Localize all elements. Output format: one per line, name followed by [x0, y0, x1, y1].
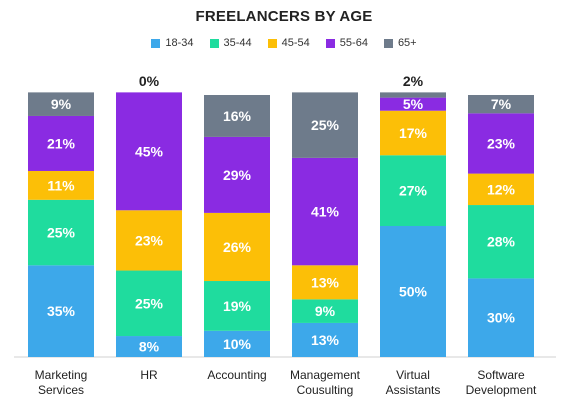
bar-segment — [116, 270, 182, 337]
chart-title: FREELANCERS BY AGE — [195, 8, 373, 25]
legend-swatch — [267, 38, 277, 48]
top-data-label: 2% — [403, 73, 424, 89]
bar-segment — [204, 136, 270, 213]
bar-segment — [28, 199, 94, 266]
bar-segment — [380, 110, 446, 156]
data-label: 17% — [399, 125, 428, 141]
category-label: Accounting — [207, 368, 266, 382]
legend-label: 55-64 — [339, 37, 368, 49]
data-label: 16% — [223, 108, 252, 124]
data-label: 30% — [487, 310, 516, 326]
bar-segment — [204, 281, 270, 331]
bar-segment — [116, 336, 182, 357]
bar-segment — [116, 92, 182, 211]
bar-segment — [380, 92, 446, 98]
bar-segment — [468, 205, 534, 279]
data-label: 23% — [135, 232, 164, 248]
category-label: Software — [477, 368, 525, 382]
data-label: 5% — [403, 96, 424, 112]
bar-segment — [204, 95, 270, 137]
category-label: Cousulting — [297, 383, 354, 397]
data-label: 11% — [47, 177, 75, 193]
legend-item-35-44: 35-44 — [209, 37, 252, 49]
data-label: 50% — [399, 284, 428, 300]
legend-item-65+: 65+ — [383, 37, 417, 49]
bar-segment — [468, 95, 534, 114]
data-label: 35% — [47, 303, 76, 319]
data-label: 45% — [135, 143, 164, 159]
category-label: Development — [466, 383, 537, 397]
bar-segment — [380, 226, 446, 357]
legend-label: 35-44 — [223, 37, 252, 49]
data-label: 9% — [315, 303, 336, 319]
bar-segment — [204, 212, 270, 282]
legend-swatch — [325, 38, 335, 48]
data-label: 13% — [311, 332, 340, 348]
bar-segment — [292, 299, 358, 323]
legend-label: 65+ — [397, 37, 417, 49]
data-label: 7% — [491, 96, 512, 112]
category-label: Assistants — [386, 383, 441, 397]
data-label: 41% — [311, 204, 340, 220]
bar-segment — [292, 265, 358, 300]
data-label: 25% — [135, 295, 164, 311]
data-label: 13% — [311, 274, 340, 290]
legend-swatch — [383, 38, 393, 48]
bar-segment — [468, 113, 534, 174]
data-label: 29% — [223, 167, 252, 183]
data-label: 21% — [47, 135, 76, 151]
bar-segment — [116, 210, 182, 271]
data-label: 25% — [47, 225, 76, 241]
bar-segment — [28, 115, 94, 171]
data-label: 12% — [487, 181, 516, 197]
data-label: 28% — [487, 234, 516, 250]
data-label: 9% — [51, 96, 72, 112]
legend-swatch — [209, 38, 219, 48]
category-label: Marketing — [35, 368, 88, 382]
category-label: Virtual — [396, 368, 430, 382]
data-label: 19% — [223, 298, 252, 314]
data-label: 25% — [311, 117, 340, 133]
bar-segment — [28, 92, 94, 116]
bar-segment — [380, 97, 446, 111]
bar-segment — [204, 330, 270, 357]
legend-swatch — [151, 38, 161, 48]
bar-segment — [380, 155, 446, 226]
bar-segment — [28, 170, 94, 200]
data-label: 27% — [399, 183, 428, 199]
data-label: 23% — [487, 135, 516, 151]
legend-item-45-54: 45-54 — [267, 37, 310, 49]
category-label: Management — [290, 368, 361, 382]
category-label: HR — [140, 368, 158, 382]
top-data-label: 0% — [139, 73, 160, 89]
category-label: Services — [38, 383, 84, 397]
data-label: 8% — [139, 339, 160, 355]
bar-segment — [292, 92, 358, 158]
bar-segment — [292, 157, 358, 266]
legend-label: 45-54 — [281, 37, 310, 49]
bar-segment — [292, 322, 358, 357]
bar-segment — [468, 278, 534, 357]
legend-label: 18-34 — [165, 37, 194, 49]
data-label: 10% — [223, 336, 252, 352]
bar-segment — [468, 173, 534, 206]
legend: 18-34 35-44 45-54 55-64 65+ — [0, 37, 568, 49]
data-label: 26% — [223, 239, 252, 255]
bar-segment — [28, 265, 94, 357]
legend-item-18-34: 18-34 — [151, 37, 194, 49]
legend-item-55-64: 55-64 — [325, 37, 368, 49]
